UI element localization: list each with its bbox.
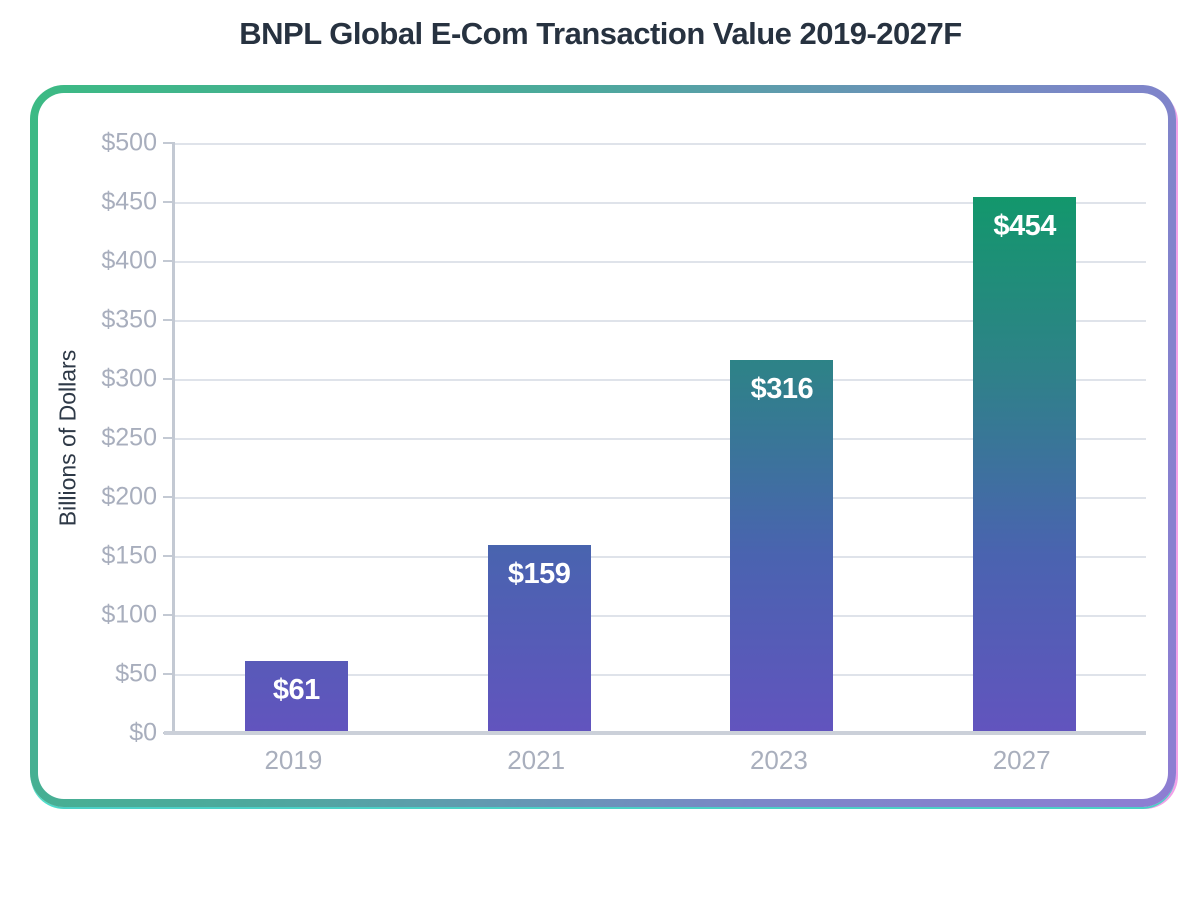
x-axis-line bbox=[164, 731, 1146, 735]
bar-2021: $159 bbox=[487, 545, 591, 733]
x-tick-label-2019: 2019 bbox=[264, 745, 323, 775]
bar-value-label-2023: $316 bbox=[750, 373, 814, 405]
y-tick-label: $500 bbox=[101, 128, 157, 157]
y-tick-label: $300 bbox=[101, 364, 157, 393]
x-tick-label-2021: 2021 bbox=[507, 745, 566, 775]
y-tick-label: $200 bbox=[101, 482, 157, 511]
gridline bbox=[175, 556, 1146, 558]
y-axis-tick bbox=[163, 260, 175, 262]
y-tick-label: $450 bbox=[101, 187, 157, 216]
chart-card-gradient-border: Billions of Dollars $500 $450 $400 $350 $300… bbox=[30, 85, 1176, 807]
y-tick-label: $150 bbox=[101, 541, 157, 570]
y-axis-tick bbox=[163, 142, 175, 144]
gridline bbox=[175, 615, 1146, 617]
bar-value-label-2027: $454 bbox=[993, 210, 1056, 242]
bar-slot-2023: $316 bbox=[661, 360, 904, 733]
bar-slot-2021: $159 bbox=[418, 545, 661, 733]
y-axis-tick bbox=[163, 378, 175, 380]
bar-2023: $316 bbox=[730, 360, 834, 733]
x-tick-label-2023: 2023 bbox=[749, 745, 808, 775]
y-tick-label: $0 bbox=[129, 718, 157, 747]
bar-slot-2019: $61 bbox=[175, 661, 418, 733]
x-tick-label-2027: 2027 bbox=[992, 745, 1051, 775]
y-axis-title: Billions of Dollars bbox=[54, 349, 81, 527]
bar-value-label-2019: $61 bbox=[272, 674, 320, 706]
gridline bbox=[175, 143, 1146, 145]
y-tick-label: $350 bbox=[101, 305, 157, 334]
y-tick-label: $400 bbox=[101, 246, 157, 275]
gridline bbox=[175, 202, 1146, 204]
y-axis-tick bbox=[163, 201, 175, 203]
y-axis-tick bbox=[163, 319, 175, 321]
bar-2019: $61 bbox=[244, 661, 348, 733]
y-tick-label: $100 bbox=[101, 600, 157, 629]
gridline bbox=[175, 497, 1146, 499]
y-axis-tick bbox=[163, 614, 175, 616]
gridline bbox=[175, 379, 1146, 381]
y-tick-label: $250 bbox=[101, 423, 157, 452]
y-axis-tick bbox=[163, 555, 175, 557]
chart-card: Billions of Dollars $500 $450 $400 $350 $300… bbox=[38, 93, 1168, 799]
gridline bbox=[175, 438, 1146, 440]
gridline bbox=[175, 674, 1146, 676]
y-axis-tick bbox=[163, 496, 175, 498]
y-axis-tick bbox=[163, 437, 175, 439]
bar-value-label-2021: $159 bbox=[507, 558, 571, 590]
plot-area: $500 $450 $400 $350 $300 $250 $200 $150 $100 $50 $… bbox=[101, 129, 1146, 747]
bar-slot-2027: $454 bbox=[903, 197, 1146, 733]
bar-2027: $454 bbox=[973, 197, 1077, 733]
chart-title: BNPL Global E-Com Transaction Value 2019… bbox=[239, 16, 962, 51]
y-axis-tick bbox=[163, 673, 175, 675]
bars-layer: $61 $159 $316 bbox=[175, 143, 1146, 733]
gridline bbox=[175, 261, 1146, 263]
y-tick-label: $50 bbox=[115, 659, 157, 688]
gridline bbox=[175, 320, 1146, 322]
x-axis-labels: 2019 2021 2023 2027 bbox=[172, 745, 1143, 776]
